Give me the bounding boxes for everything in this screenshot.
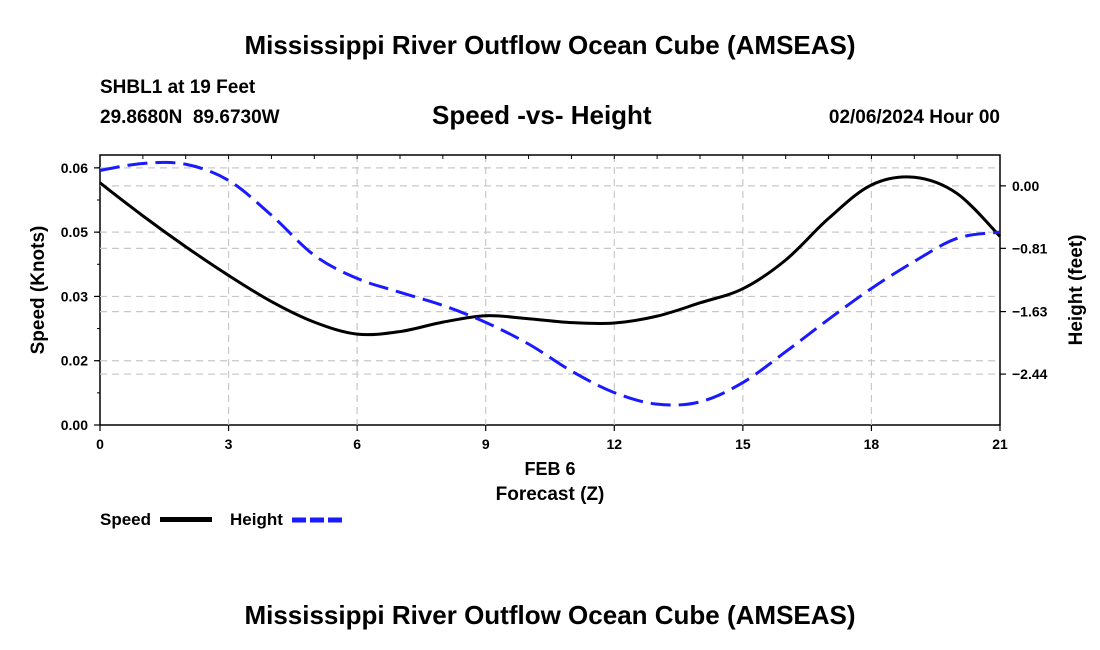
y-left-tick-label: 0.06: [61, 160, 88, 176]
y-left-tick-label: 0.03: [61, 288, 88, 304]
axis-ticks: 0 3 6 9 12 15 18 21 0.00 0.02 0.03 0.05 0.06 0.00 −0.8…: [61, 155, 1048, 452]
y-axis-left-label: Speed (Knots): [28, 226, 49, 355]
series-line-height: [99, 160, 1001, 407]
legend-speed-label: Speed: [100, 510, 152, 529]
grid-lines: [100, 155, 1000, 425]
x-axis-label: Forecast (Z): [496, 484, 605, 505]
x-tick-label: 0: [96, 436, 104, 452]
y-right-tick-label: 0.00: [1012, 178, 1039, 194]
x-axis-date-label: FEB 6: [524, 459, 575, 479]
x-tick-label: 18: [864, 436, 880, 452]
y-axis-right-label: Height (feet): [1066, 235, 1087, 346]
x-tick-label: 9: [482, 436, 490, 452]
chart-title: Speed -vs- Height: [432, 100, 652, 130]
y-right-tick-label: −1.63: [1012, 304, 1048, 320]
legend-height-label: Height: [230, 510, 283, 529]
y-left-tick-label: 0.00: [61, 417, 88, 433]
page-title: Mississippi River Outflow Ocean Cube (AM…: [244, 30, 856, 60]
station-name: SHBL1 at 19 Feet: [100, 77, 256, 98]
x-tick-label: 3: [225, 436, 233, 452]
series-line-speed: [99, 175, 1002, 337]
legend-speed-swatch: [160, 517, 212, 522]
station-coordinates: 29.8680N 89.6730W: [100, 107, 280, 128]
x-tick-label: 15: [735, 436, 751, 452]
legend-height-swatch: [292, 517, 342, 523]
forecast-datetime: 02/06/2024 Hour 00: [828, 107, 1000, 128]
y-left-tick-label: 0.02: [61, 353, 88, 369]
series-layer: [99, 160, 1002, 407]
y-right-tick-label: −2.44: [1012, 366, 1048, 382]
x-tick-label: 6: [353, 436, 361, 452]
x-tick-label: 12: [606, 436, 622, 452]
x-tick-label: 21: [992, 436, 1008, 452]
y-left-tick-label: 0.05: [61, 224, 88, 240]
plot-frame: [99, 154, 1001, 426]
y-right-tick-label: −0.81: [1012, 240, 1048, 256]
footer-title: Mississippi River Outflow Ocean Cube (AM…: [244, 600, 856, 630]
